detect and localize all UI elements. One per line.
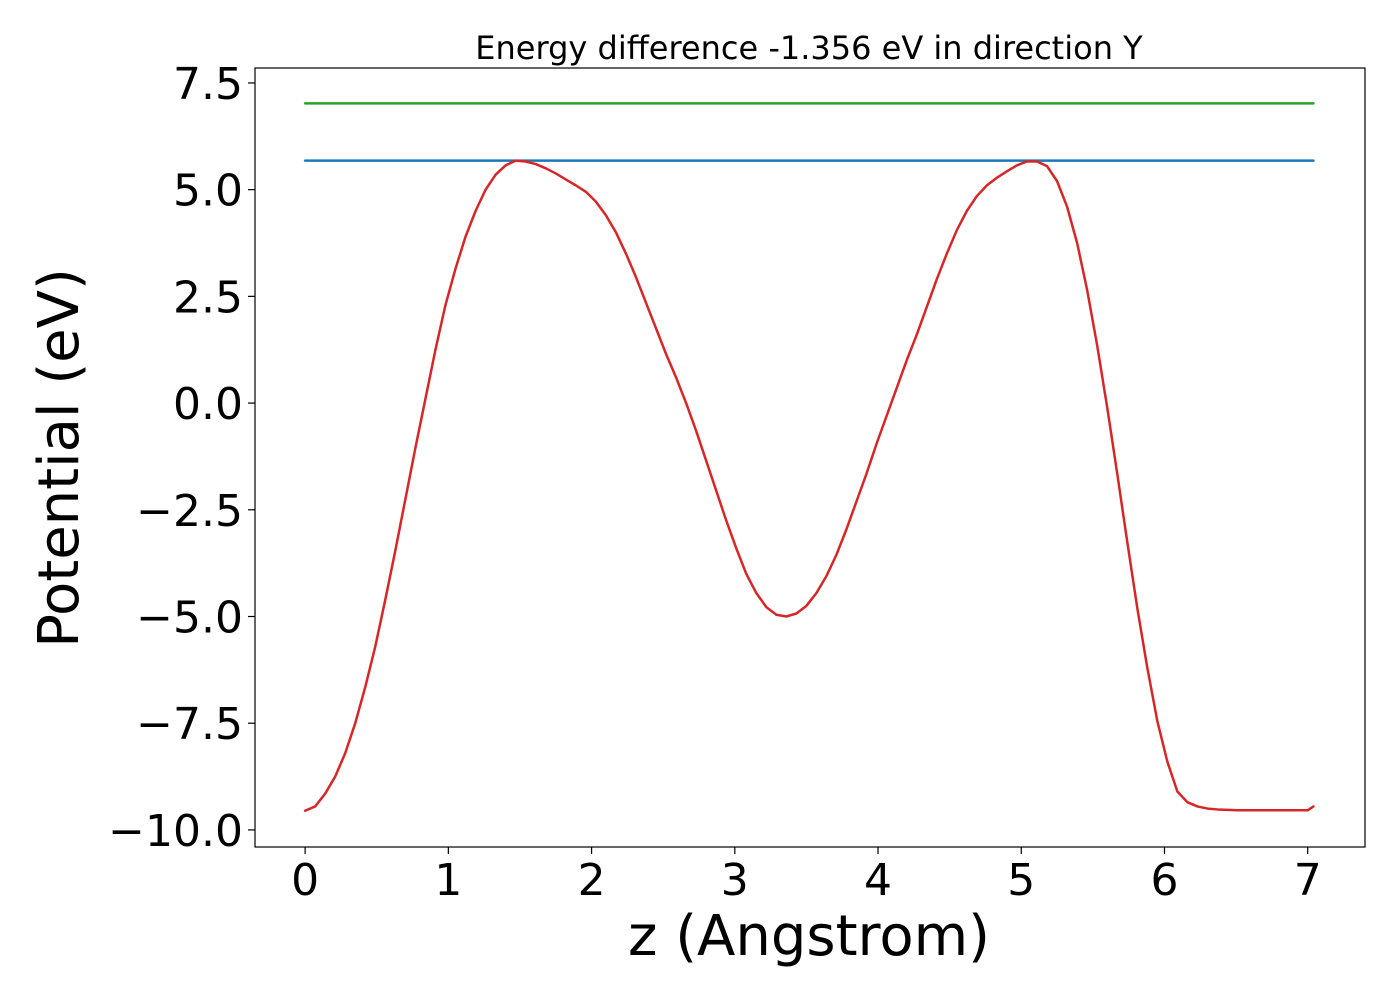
y-tick-label: 5.0 bbox=[173, 166, 243, 217]
y-tick-label: 7.5 bbox=[173, 59, 243, 110]
y-tick-label: 2.5 bbox=[173, 272, 243, 323]
x-tick-label: 4 bbox=[864, 855, 892, 906]
series-line-3 bbox=[303, 159, 1315, 812]
x-tick-label: 1 bbox=[434, 855, 462, 906]
series-layer bbox=[303, 102, 1315, 812]
x-tick-label: 7 bbox=[1294, 855, 1322, 906]
x-tick-label: 5 bbox=[1007, 855, 1035, 906]
x-tick-label: 0 bbox=[291, 855, 319, 906]
x-tick-label: 2 bbox=[578, 855, 606, 906]
x-axis: 0 1 2 3 4 5 6 7 bbox=[291, 847, 1322, 906]
y-tick-label: −5.0 bbox=[136, 593, 243, 644]
chart-title: Energy difference -1.356 eV in direction… bbox=[475, 29, 1143, 67]
y-axis: −10.0 −7.5 −5.0 −2.5 0.0 2.5 5.0 7.5 bbox=[108, 59, 255, 857]
x-tick-label: 6 bbox=[1150, 855, 1178, 906]
y-tick-label: −7.5 bbox=[136, 699, 243, 750]
x-tick-label: 3 bbox=[721, 855, 749, 906]
plot-area-frame bbox=[254, 67, 1366, 848]
y-tick-label: −2.5 bbox=[136, 486, 243, 537]
y-tick-label: −10.0 bbox=[108, 806, 243, 857]
y-tick-label: 0.0 bbox=[173, 379, 243, 430]
y-axis-label: Potential (eV) bbox=[27, 268, 92, 648]
x-axis-label: z (Angstrom) bbox=[628, 904, 990, 969]
